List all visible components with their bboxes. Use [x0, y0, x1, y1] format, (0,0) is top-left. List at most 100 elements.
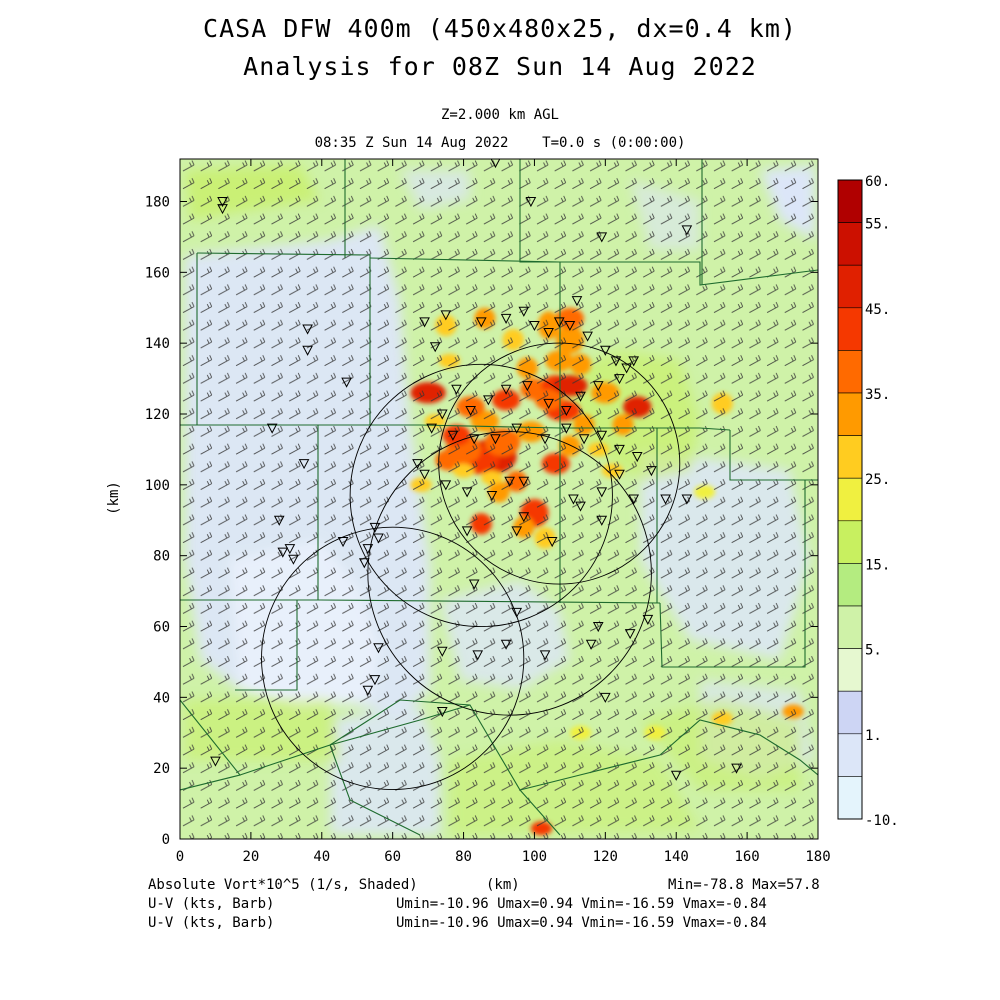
station-marker	[500, 384, 512, 395]
station-marker	[670, 770, 682, 781]
station-marker	[266, 423, 278, 434]
station-marker	[596, 232, 608, 243]
station-marker	[210, 756, 221, 767]
station-marker	[564, 320, 576, 332]
colorbar-swatch	[837, 392, 863, 436]
y-tick-label: 100	[145, 478, 170, 494]
station-marker	[451, 384, 462, 395]
colorbar-swatch	[837, 222, 863, 266]
colorbar-label: -10.	[865, 813, 899, 829]
colorbar-legend: 60. 55. 45. 35. 25. 15. 5. 1. -10.	[837, 174, 899, 829]
station-marker	[341, 377, 352, 388]
station-marker	[302, 345, 313, 356]
colorbar-label: 45.	[865, 302, 890, 318]
station-marker	[490, 159, 501, 169]
station-marker	[660, 494, 671, 505]
chart-title: CASA DFW 400m (450x480x25, dx=0.4 km)	[203, 14, 797, 43]
y-tick-label: 60	[153, 620, 170, 636]
station-marker	[600, 692, 611, 703]
station-marker	[468, 434, 480, 445]
y-tick-label: 140	[145, 336, 170, 352]
station-marker	[614, 444, 625, 455]
station-marker	[217, 197, 228, 208]
station-marker	[461, 487, 473, 498]
station-marker	[465, 405, 476, 417]
station-marker	[217, 204, 228, 215]
station-marker	[277, 547, 289, 558]
station-marker	[681, 494, 693, 505]
colorbar-swatch	[837, 435, 863, 479]
station-marker	[500, 639, 512, 650]
station-marker	[631, 452, 643, 463]
barb-range-2: Umin=-10.96 Umax=0.94 Vmin=-16.59 Vmax=-…	[396, 915, 767, 931]
station-marker	[373, 643, 384, 654]
x-tick-label: 120	[593, 849, 618, 865]
chart-subtitle: Analysis for 08Z Sun 14 Aug 2022	[243, 52, 757, 81]
colorbar-label: 5.	[865, 643, 882, 659]
station-marker	[621, 363, 632, 374]
station-marker	[561, 423, 572, 434]
barb-label-1: U-V (kts, Barb)	[148, 896, 275, 912]
colorbar-label: 1.	[865, 728, 882, 744]
radar-ring	[261, 526, 525, 790]
county-boundaries	[180, 159, 818, 836]
station-marker	[337, 537, 349, 548]
x-tick-label: 140	[664, 849, 689, 865]
station-marker	[518, 512, 530, 523]
x-tick-label: 180	[805, 849, 830, 865]
station-marker	[571, 296, 583, 307]
x-tick-label: 0	[176, 849, 184, 865]
station-marker	[284, 544, 296, 555]
station-marker	[440, 310, 452, 321]
colorbar-swatch	[837, 733, 863, 777]
station-marker	[436, 646, 448, 657]
colorbar-frame	[837, 179, 863, 820]
station-marker	[681, 225, 693, 236]
station-marker	[511, 607, 523, 618]
station-marker	[362, 544, 374, 555]
y-tick-label: 80	[153, 549, 170, 565]
station-marker	[561, 405, 572, 417]
station-marker	[369, 522, 381, 533]
station-marker	[373, 533, 384, 544]
colorbar-swatch	[837, 520, 863, 564]
station-marker	[614, 374, 625, 385]
y-axis-label: (km)	[106, 481, 122, 515]
barb-range-1: Umin=-10.96 Umax=0.94 Vmin=-16.59 Vmax=-…	[396, 896, 767, 912]
y-tick-label: 120	[145, 407, 170, 423]
x-tick-label: 20	[242, 849, 259, 865]
station-marker	[500, 313, 512, 324]
station-marker	[596, 515, 608, 526]
station-marker	[628, 356, 640, 367]
station-marker	[553, 317, 565, 328]
colorbar-swatch	[837, 307, 863, 351]
station-marker	[592, 381, 604, 392]
station-marker	[426, 423, 437, 434]
plot-frame	[179, 158, 819, 840]
level-label: Z=2.000 km AGL	[440, 107, 559, 123]
station-markers	[210, 159, 742, 781]
x-tick-label: 80	[455, 849, 472, 865]
station-marker	[596, 487, 608, 498]
colorbar-swatch	[837, 264, 863, 309]
radar-range-rings	[261, 342, 681, 790]
station-marker	[412, 459, 423, 470]
colorbar-label: 25.	[865, 472, 890, 488]
colorbar-swatch	[837, 690, 863, 735]
station-marker	[582, 331, 593, 342]
station-marker	[461, 526, 473, 537]
station-marker	[575, 391, 586, 402]
x-tick-label: 40	[313, 849, 330, 865]
station-marker	[529, 320, 540, 332]
station-marker	[646, 466, 657, 477]
y-tick-label: 180	[145, 195, 170, 211]
station-marker	[486, 490, 498, 502]
station-marker	[596, 430, 608, 441]
wind-barbs	[180, 159, 818, 839]
y-tick-label: 0	[162, 832, 170, 848]
station-marker	[504, 476, 515, 487]
station-marker	[472, 650, 484, 661]
station-marker	[614, 469, 625, 480]
station-marker	[362, 685, 374, 696]
